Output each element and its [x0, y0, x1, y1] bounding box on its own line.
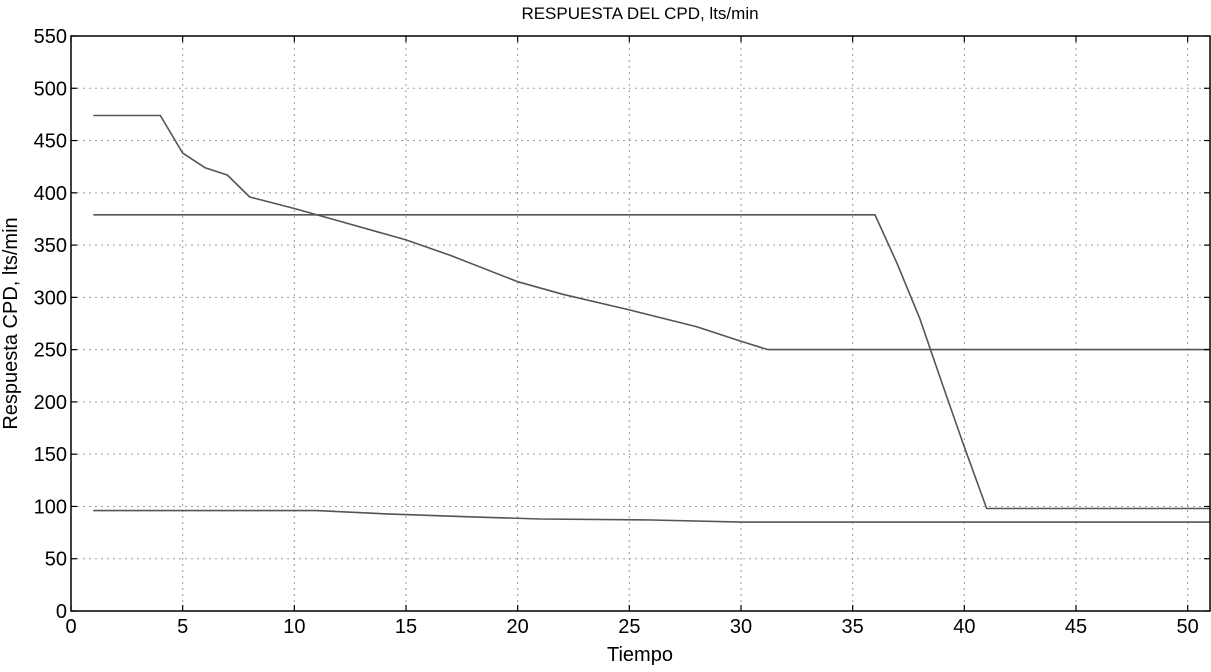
series-line-2: [93, 214, 1210, 510]
chart-title: RESPUESTA DEL CPD, lts/min: [521, 4, 758, 23]
y-tick-label: 350: [34, 235, 67, 257]
plot-frame: [70, 35, 1211, 612]
y-tick-label: 550: [34, 26, 67, 48]
x-tick-label: 10: [283, 616, 305, 638]
y-tick-label: 100: [34, 496, 67, 518]
y-axis-title: Respuesta CPD, lts/min: [0, 217, 22, 429]
x-tick-label: 40: [953, 616, 975, 638]
x-tick-label: 45: [1065, 616, 1087, 638]
x-axis-title: Tiempo: [607, 644, 673, 666]
series-group: [93, 114, 1210, 523]
x-tick-label: 0: [65, 616, 76, 638]
series-line-1: [93, 114, 1210, 351]
ticks: 0 5 10 15 20 25 30 35 40 45 5005010015020025030035…: [34, 26, 1210, 638]
x-tick-label: 15: [395, 616, 417, 638]
x-tick-label: 30: [730, 616, 752, 638]
x-tick-label: 25: [618, 616, 640, 638]
x-tick-label: 35: [842, 616, 864, 638]
y-tick-label: 300: [34, 287, 67, 309]
y-tick-label: 400: [34, 183, 67, 205]
x-tick-label: 20: [507, 616, 529, 638]
grid: [71, 36, 1210, 611]
x-tick-label: 50: [1177, 616, 1199, 638]
y-tick-label: 200: [34, 392, 67, 414]
y-tick-label: 450: [34, 131, 67, 153]
y-tick-label: 150: [34, 444, 67, 466]
y-tick-label: 50: [45, 549, 67, 571]
x-tick-label: 5: [177, 616, 188, 638]
y-tick-label: 250: [34, 340, 67, 362]
y-tick-label: 0: [56, 601, 67, 623]
y-tick-label: 500: [34, 78, 67, 100]
series-line-3: [93, 509, 1210, 523]
